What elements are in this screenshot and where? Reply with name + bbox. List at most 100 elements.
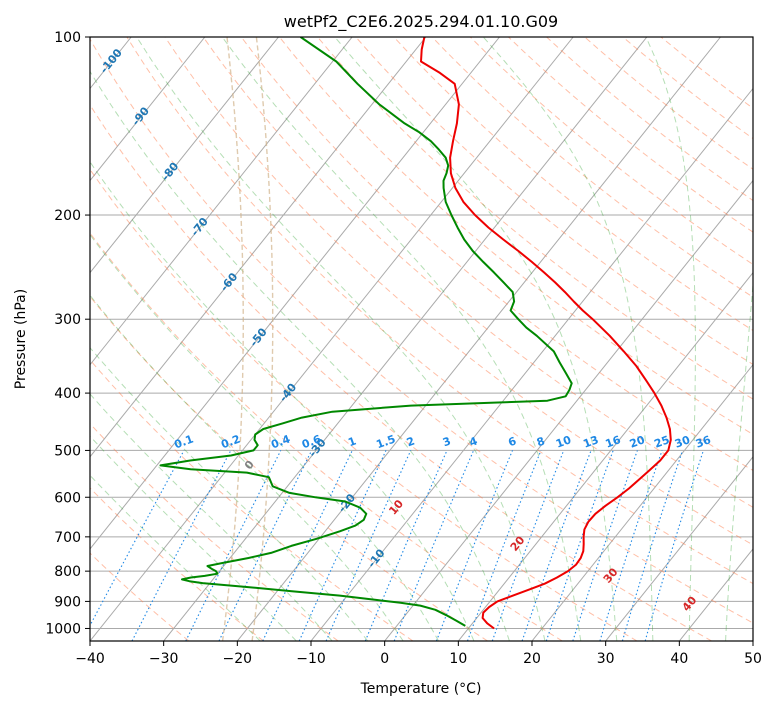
isotherm-line [384,179,753,641]
moist-adiabat-line [90,294,404,641]
y-tick-label: 500 [54,443,81,459]
x-axis-label: Temperature (°C) [360,681,482,697]
isotherm-line [236,37,721,641]
mixing-ratio-line [218,450,313,641]
y-tick-label: 600 [54,490,81,506]
plot-frame [89,36,754,642]
moist-adiabat-line [645,37,696,641]
y-tick-label: 700 [54,530,81,546]
mixing-ratio-label: 10 [554,433,573,451]
isotherm-line [605,456,753,641]
moist-adiabat-line [725,278,753,641]
mixing-ratio-line [393,450,475,641]
mixing-ratio-line [90,450,185,627]
dry-adiabat-line [164,37,753,546]
dry-adiabat-line [90,232,563,641]
plot-area: -100-90-80-70-60-50-40-30-20-100.1 0.2 0.4… [90,37,753,641]
mixing-ratio-label: 0.6 [300,432,323,451]
moist-adiabat-label: 40 [680,594,700,614]
mixing-ratio-line [185,450,282,641]
mixing-ratio-label: 16 [604,433,623,451]
x-tick-label: −40 [75,651,105,667]
isotherm-line [90,37,427,458]
x-tick-label: −20 [223,651,253,667]
dewpoint-profile-line [159,37,573,627]
dry-adiabat-line [90,38,753,624]
isotherm-line [90,37,279,274]
isotherm-label: -70 [188,215,211,239]
y-tick-label: 800 [54,564,81,580]
mixing-ratio-line [491,450,565,641]
dry-adiabat-line [202,37,753,508]
mixing-ratio-label: 6 [506,434,518,449]
moist-adiabat-line [90,161,475,641]
isotherm-label: -80 [159,160,182,184]
moist-adiabat-line [90,393,333,641]
isotherm-line [90,37,574,641]
isotherm-line [163,37,648,641]
dry-adiabat-line [393,37,753,332]
isotherm-label: -10 [365,546,388,570]
moist-adiabat-line [90,435,297,641]
x-tick-label: −10 [296,651,326,667]
moist-adiabat-line [221,37,582,641]
dry-adiabat-line [546,37,753,202]
mixing-ratio-label: 30 [673,433,692,451]
dry-adiabat-line [90,422,339,641]
mixing-ratio-label: 4 [468,434,480,449]
mixing-ratio-line [644,450,704,641]
dry-adiabat-line [431,37,753,298]
y-tick-label: 300 [54,312,81,328]
mixing-ratio-label: 25 [653,433,672,450]
x-tick-label: 30 [597,651,615,667]
mixing-ratio-line [545,450,614,641]
mixing-ratio-label: 0.2 [219,433,242,452]
chart-title: wetPf2_C2E6.2025.294.01.10.G09 [284,12,558,32]
reference-curve [251,37,274,641]
dry-adiabat-line [469,37,753,266]
mixing-ratio-label: 1 [346,435,358,450]
mixing-ratio-line [325,450,412,641]
dry-adiabat-line [90,104,712,641]
mixing-ratio-label: 20 [628,433,647,451]
mixing-ratio-line [521,450,592,641]
x-tick-label: 10 [449,651,467,667]
x-tick-label: 40 [670,651,688,667]
mixing-ratio-line [364,450,448,641]
isotherm-line [90,37,353,366]
dry-adiabat-line [508,37,753,233]
mixing-ratio-line [599,450,663,641]
y-tick-label: 900 [54,594,81,610]
mixing-ratio-line [298,450,387,641]
x-tick-label: −30 [149,651,179,667]
isotherm-label: -50 [247,325,270,349]
isotherm-line [678,548,753,641]
isotherm-line [752,640,753,641]
isotherm-line [90,37,500,550]
mixing-ratio-label: 8 [535,435,547,450]
temperature-profile-line [420,37,672,630]
mixing-ratio-label: 0.1 [172,433,195,452]
mixing-ratio-line [621,450,684,641]
mixing-ratio-line [435,450,514,641]
mixing-ratio-label: 1.5 [374,433,397,452]
mixing-ratio-label: 2 [405,435,417,450]
mixing-ratio-line [466,450,542,641]
isotherm-line [531,363,753,641]
mixing-ratio-line [262,450,353,641]
x-tick-label: 20 [523,651,541,667]
dry-adiabat-line [317,37,753,400]
y-tick-label: 1000 [45,621,81,637]
x-tick-label: 50 [744,651,762,667]
mixing-ratio-line [131,450,232,641]
mixing-ratio-label: 36 [694,433,713,451]
isotherm-line [90,37,206,182]
moist-adiabat-line [90,474,261,641]
moist-adiabat-line [90,346,369,641]
dry-adiabat-line [279,37,753,435]
x-tick-label: 0 [380,651,389,667]
mixing-ratio-label: 13 [581,433,600,450]
moist-adiabat-line [136,37,546,641]
moist-adiabat-line [90,233,439,641]
